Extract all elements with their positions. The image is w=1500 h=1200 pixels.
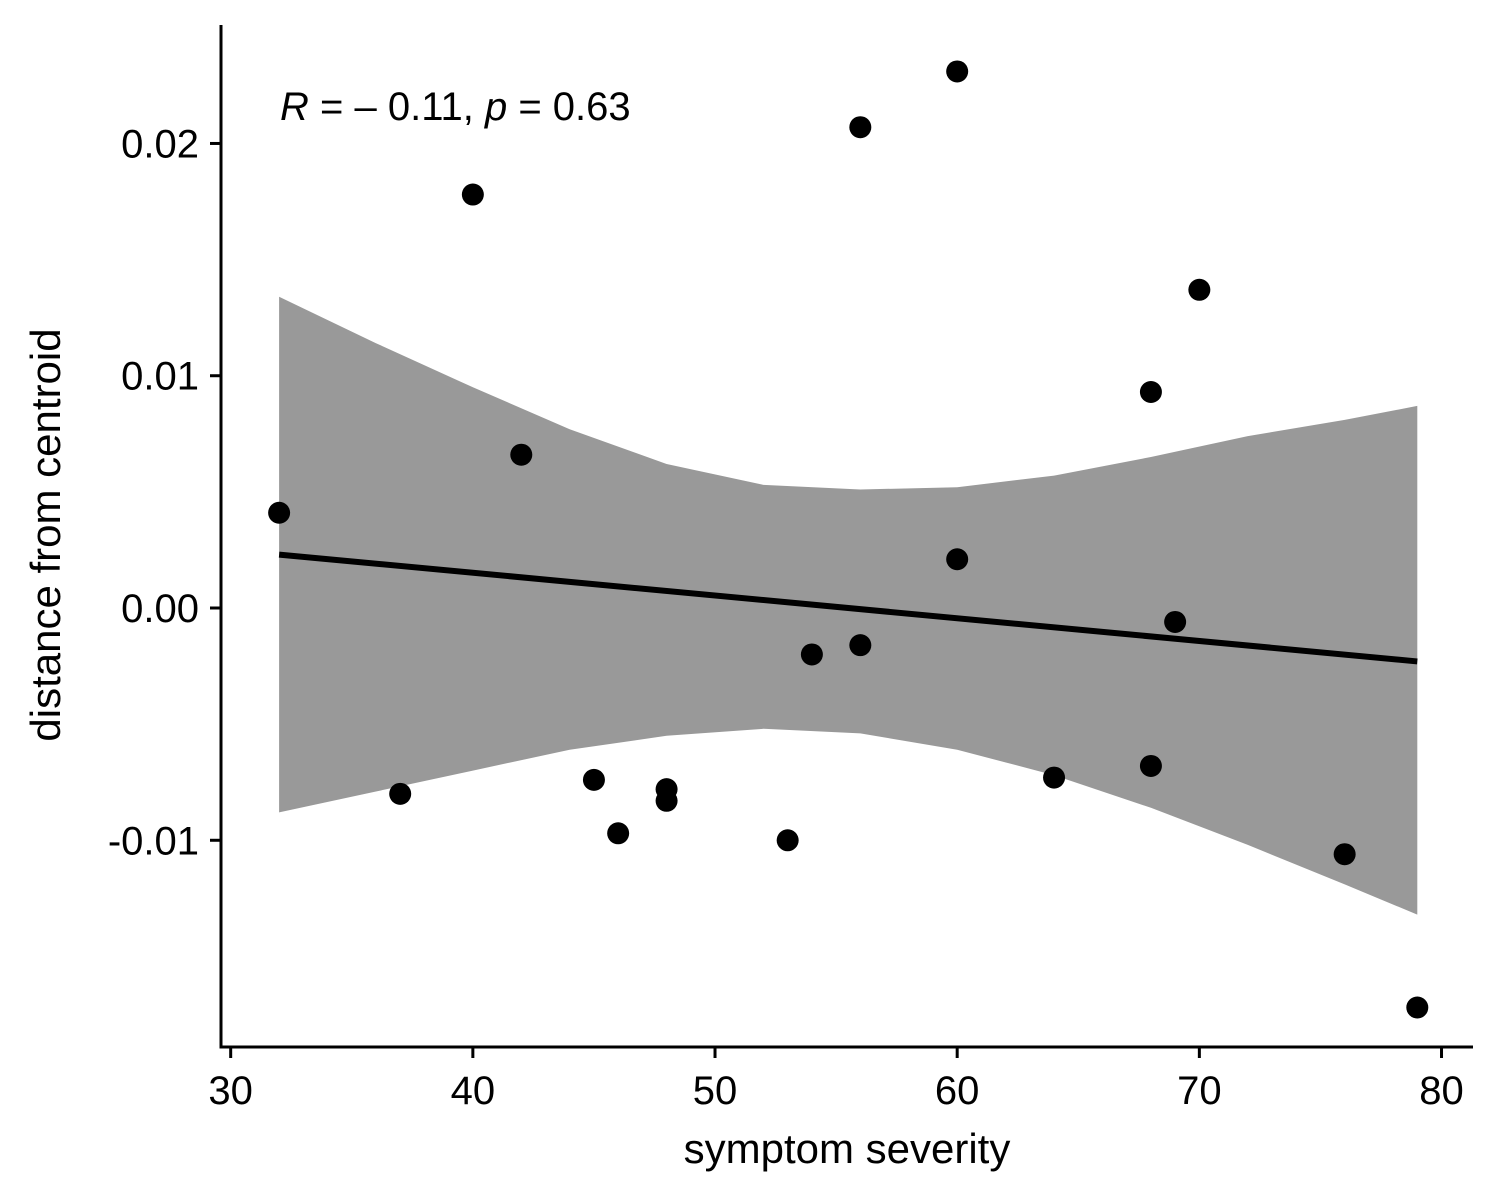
x-axis-title: symptom severity [684,1125,1011,1172]
data-point [1164,610,1187,633]
r-value: = – 0.11, [309,85,485,129]
data-point [268,501,291,524]
data-point [1139,754,1162,777]
regression-line [278,551,1418,665]
y-tick-label: 0.02 [121,122,199,166]
x-tick-label: 30 [208,1069,253,1113]
x-tick-label: 60 [935,1069,980,1113]
data-point [849,634,872,657]
data-point [946,60,969,83]
data-point [946,548,969,571]
data-point [1188,278,1211,301]
data-point [1333,843,1356,866]
x-tick-label: 40 [451,1069,496,1113]
fit-line-layer [278,551,1418,665]
correlation-annotation: R = – 0.11, p = 0.63 [280,85,631,129]
r-symbol: R [280,85,309,129]
data-point [655,789,678,812]
data-point [607,822,630,845]
y-tick-label: 0.01 [121,355,199,399]
data-point [582,768,605,791]
data-point [1139,380,1162,403]
p-symbol: p [484,85,507,129]
y-tick-label: -0.01 [108,819,199,863]
data-points [268,60,1429,1019]
data-point [1406,996,1429,1019]
x-tick-label: 70 [1177,1069,1222,1113]
data-point [776,829,799,852]
y-tick-label: 0.00 [121,587,199,631]
data-point [849,116,872,139]
x-tick-label: 50 [693,1069,738,1113]
y-axis-title: distance from centroid [22,328,69,741]
axes: 30 40 50 60 70 80 -0.01 0.00 0.01 0.02 [108,25,1473,1113]
data-point [461,183,484,206]
p-value: = 0.63 [507,85,630,129]
data-point [1043,766,1066,789]
x-tick-label: 80 [1419,1069,1464,1113]
data-point [800,643,823,666]
data-point [510,443,533,466]
data-point [389,782,412,805]
